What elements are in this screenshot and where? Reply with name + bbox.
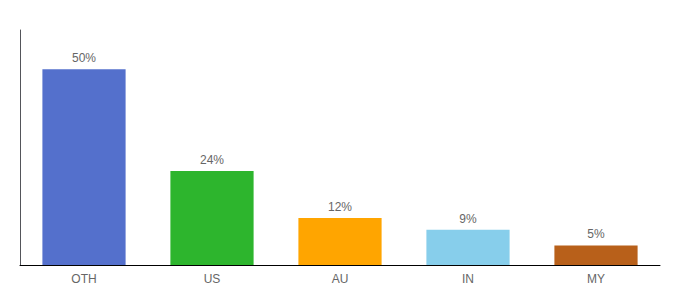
svg-text:MY: MY: [587, 272, 605, 286]
svg-text:12%: 12%: [328, 200, 352, 214]
svg-text:IN: IN: [462, 272, 474, 286]
svg-text:50%: 50%: [72, 51, 96, 65]
svg-text:5%: 5%: [587, 227, 605, 241]
svg-text:AU: AU: [332, 272, 349, 286]
svg-text:US: US: [204, 272, 221, 286]
svg-text:24%: 24%: [200, 153, 224, 167]
svg-text:9%: 9%: [459, 212, 477, 226]
svg-text:OTH: OTH: [71, 272, 96, 286]
